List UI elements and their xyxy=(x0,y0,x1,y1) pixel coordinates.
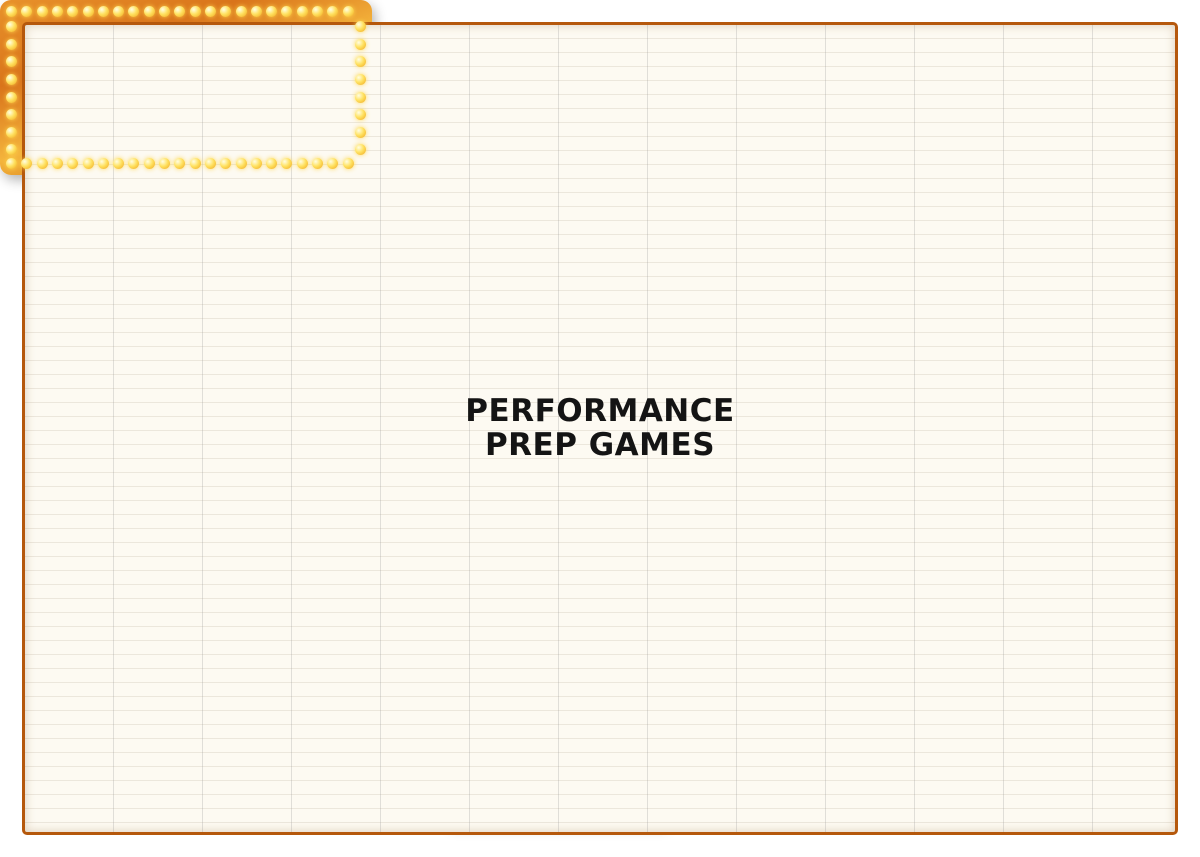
marquee-sign: PERFORMANCE PREP GAMES xyxy=(0,0,1178,835)
marquee-line-2: PREP GAMES xyxy=(484,427,716,463)
marquee-line-1: PERFORMANCE xyxy=(465,392,735,429)
marquee-letterboard xyxy=(22,22,1178,835)
